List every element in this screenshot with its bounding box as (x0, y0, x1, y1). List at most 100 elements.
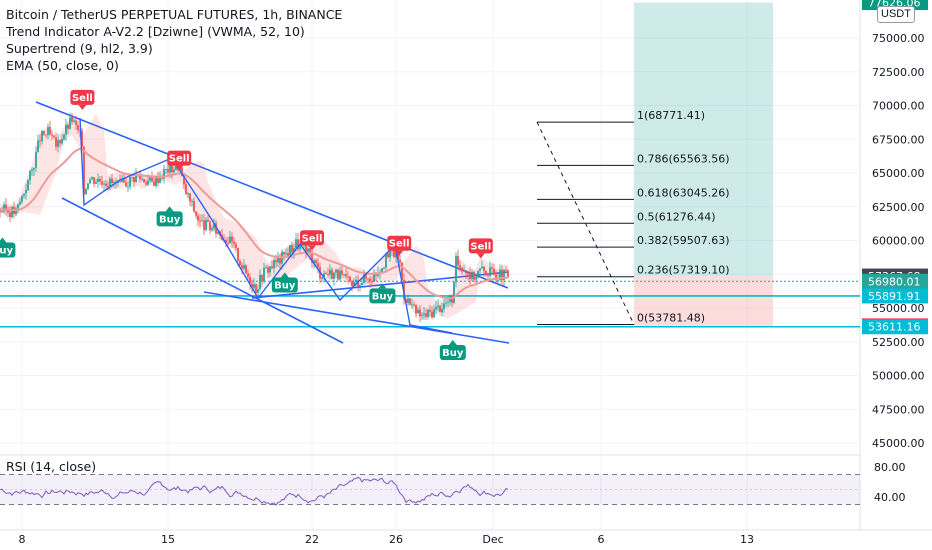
candle-body (111, 178, 113, 184)
candle-body (171, 163, 173, 173)
sell-label-box (70, 89, 95, 105)
candle-body (389, 249, 391, 258)
candle-body (263, 267, 265, 282)
sell-arrow (308, 245, 316, 251)
candle-body (37, 140, 39, 152)
candle-body (133, 177, 135, 182)
candle-body (139, 175, 141, 180)
candle-body (393, 249, 395, 258)
candle-body (339, 270, 341, 280)
zigzag-pattern[interactable] (79, 117, 453, 334)
indicator-supertrend[interactable]: Supertrend (9, hl2, 3.9) (6, 41, 153, 56)
candle-body (413, 304, 415, 306)
candle-body (247, 273, 249, 278)
candle-body (195, 211, 197, 216)
rsi-tick-label: 80.00 (874, 461, 906, 474)
candle-body (387, 253, 389, 258)
candle-body (471, 271, 473, 280)
candle-body (233, 241, 235, 244)
candle-body (51, 134, 53, 136)
rsi-legend[interactable]: RSI (14, close) (6, 459, 97, 474)
candle-body (361, 282, 363, 285)
candle-body (227, 242, 229, 244)
candle-body (349, 276, 351, 282)
price-tick-label: 47500.00 (872, 403, 925, 416)
candle-body (215, 223, 217, 234)
candle-body (203, 220, 205, 231)
candle-body (439, 305, 441, 313)
candle-body (151, 177, 153, 182)
grid (0, 0, 932, 531)
candle-body (99, 178, 101, 182)
candle-body (477, 270, 479, 277)
candle-body (463, 270, 465, 272)
sell-label-box (387, 235, 412, 251)
price-axis[interactable]: 75000.00 72500.00 70000.00 67500.00 65000.00… (862, 0, 928, 450)
candle-body (287, 253, 289, 256)
candle-body (345, 274, 347, 277)
candle-body (359, 284, 361, 287)
sell-arrow (476, 253, 485, 259)
price-tag (862, 319, 928, 335)
candle-body (325, 273, 327, 275)
buy-label-box (271, 277, 298, 293)
candle-body (475, 276, 477, 280)
candle-body (505, 269, 507, 271)
candle-body (373, 272, 375, 282)
time-tick-label: 13 (740, 533, 754, 546)
buy-label-box (156, 211, 183, 227)
candle-body (261, 274, 263, 282)
candle-body (305, 244, 307, 252)
candle-body (381, 268, 383, 273)
indicator-ema[interactable]: EMA (50, close, 0) (6, 58, 119, 73)
rsi-tick-label: 40.00 (874, 491, 906, 504)
candle-body (265, 267, 267, 269)
candle-body (297, 239, 299, 250)
support-lines[interactable] (0, 280, 860, 328)
zigzag-line (79, 117, 453, 334)
candle-body (153, 181, 155, 186)
candle-body (457, 256, 459, 266)
price-tick-label: 55000.00 (872, 302, 925, 315)
candle-body (423, 313, 425, 315)
fib-retracement[interactable]: 1(68771.41) 0.786(65563.56) 0.618(63045.26… (536, 109, 730, 325)
sell-label-text: Sell (302, 233, 323, 244)
candle-body (59, 140, 61, 144)
candle-body (183, 176, 185, 185)
candle-body (61, 139, 63, 144)
candle-body (309, 248, 311, 254)
sell-label-text: Sell (470, 241, 491, 252)
candle-body (467, 273, 469, 275)
price-tick-label: 50000.00 (872, 370, 925, 383)
indicator-trend[interactable]: Trend Indicator A-V2.2 [Dziwne] (VWMA, 5… (6, 24, 305, 39)
candle-body (473, 271, 475, 280)
candle-body (91, 177, 93, 180)
candle-body (283, 251, 285, 255)
currency-button[interactable]: USDT (877, 6, 915, 23)
candle-body (5, 204, 7, 211)
candle-body (193, 201, 195, 212)
buy-label-text: Buy (159, 214, 181, 225)
candle-body (365, 274, 367, 279)
candle-body (33, 167, 35, 170)
candle-body (421, 314, 423, 316)
candle-body (401, 262, 403, 280)
candle-body (17, 204, 19, 209)
candle-body (337, 269, 339, 280)
symbol-title[interactable]: Bitcoin / TetherUS PERPETUAL FUTURES, 1h… (6, 7, 343, 22)
candle-body (135, 174, 137, 182)
candle-body (103, 183, 105, 185)
price-tag-text: 53611.16 (868, 321, 921, 334)
trend-channel[interactable] (35, 101, 510, 344)
candle-body (81, 130, 83, 147)
candle-body (3, 204, 5, 212)
candle-body (271, 266, 273, 269)
candle-body (357, 279, 359, 287)
time-axis[interactable]: 8 15 22 26 Dec 6 13 (19, 533, 755, 546)
candle-body (503, 269, 505, 281)
long-position-tool[interactable] (634, 2, 773, 326)
price-tag (862, 273, 928, 289)
fib-level-label: 0.618(63045.26) (637, 186, 730, 199)
price-tick-label: 52500.00 (872, 336, 925, 349)
